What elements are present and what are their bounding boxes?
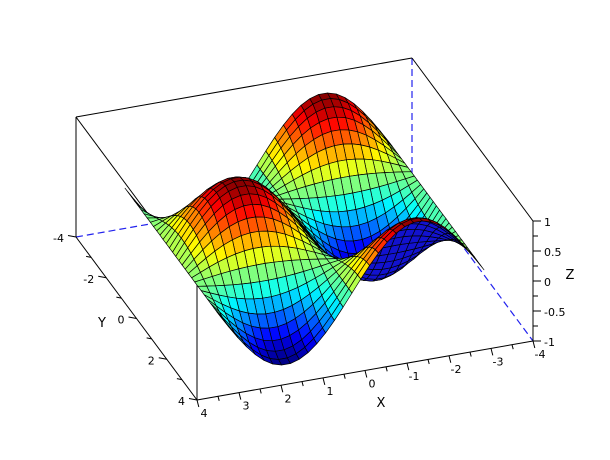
z-axis-tick-label: -1 <box>544 336 555 349</box>
x-axis-tick-label: -3 <box>493 355 504 368</box>
y-axis-tick-label: -4 <box>53 232 64 245</box>
y-axis-title: Y <box>97 316 106 331</box>
x-axis-tick-label: 2 <box>285 392 292 405</box>
x-axis-title: X <box>377 396 386 411</box>
y-axis-tick-label: -2 <box>83 273 94 286</box>
x-axis-tick-label: -4 <box>535 348 546 361</box>
x-axis-tick-label: 1 <box>327 385 334 398</box>
x-axis-tick-label: -1 <box>409 370 420 383</box>
z-axis-tick-label: 0.5 <box>544 246 562 259</box>
x-axis-tick-label: -2 <box>451 363 462 376</box>
axis-ticks-and-labels: -4 -2 0 2 4 4 3 2 1 0 -1 -2 -3 -4 1 0.5 0 -0.5 -1 X Y Z <box>53 216 575 420</box>
x-axis-tick-label: 0 <box>369 378 376 391</box>
z-axis-tick-label: 1 <box>544 216 551 229</box>
z-axis-title: Z <box>566 268 575 283</box>
z-axis-tick-label: -0.5 <box>544 306 565 319</box>
y-axis-tick-label: 4 <box>178 395 185 408</box>
y-axis-tick-label: 2 <box>148 354 155 367</box>
x-axis-tick-label: 4 <box>201 407 208 420</box>
y-axis-tick-label: 0 <box>118 314 125 327</box>
z-axis-tick-label: 0 <box>544 276 551 289</box>
surface-mesh <box>124 92 485 366</box>
x-axis-tick-label: 3 <box>243 400 250 413</box>
